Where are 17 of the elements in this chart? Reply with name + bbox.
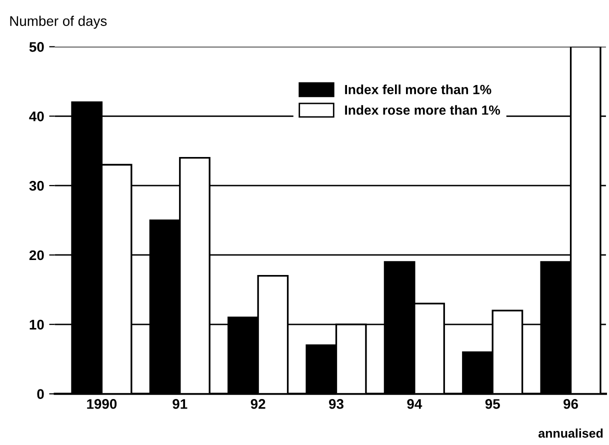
y-tick-label: 40 [29,111,44,122]
legend-label: Index rose more than 1% [345,105,500,115]
y-tick-label: 20 [29,250,44,260]
x-tick-label: 1990 [87,399,117,409]
y-tick-label: 10 [30,320,44,330]
x-tick-label: 94 [407,399,422,409]
x-tick-label: 91 [172,399,188,409]
x-tick-label: 96 [564,399,578,409]
x-tick-label: 92 [250,399,266,409]
y-axis-title: Number of days [10,16,107,29]
text: annualised [538,428,603,438]
y-tick-label: 0 [37,389,44,399]
legend-label: Index fell more than 1% [345,84,492,94]
y-tick-label: 50 [29,42,44,52]
x-tick-label: 95 [485,399,500,409]
x-tick-label: 93 [329,399,344,409]
y-tick-label: 30 [29,180,44,191]
